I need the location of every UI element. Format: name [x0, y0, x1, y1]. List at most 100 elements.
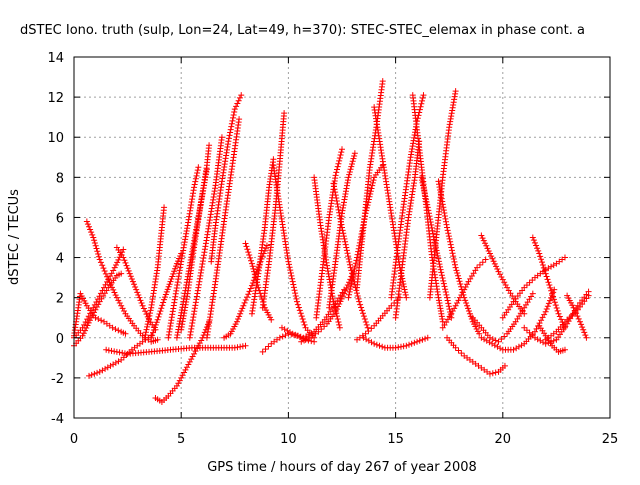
data-point	[462, 283, 469, 290]
data-point	[340, 230, 347, 237]
data-point	[523, 327, 530, 334]
data-point	[262, 346, 269, 353]
data-point	[248, 257, 255, 264]
data-point	[286, 261, 293, 268]
data-point	[162, 291, 169, 298]
data-point	[161, 294, 168, 301]
data-point	[265, 343, 272, 350]
data-point	[354, 292, 361, 299]
data-point	[441, 210, 448, 217]
data-point	[437, 263, 444, 270]
data-point	[127, 273, 134, 280]
data-point	[88, 371, 95, 378]
data-point	[546, 297, 553, 304]
data-point	[419, 95, 426, 102]
data-point	[132, 283, 139, 290]
data-point	[166, 281, 173, 288]
data-point	[175, 380, 182, 387]
data-point	[193, 172, 200, 179]
data-point	[339, 224, 345, 231]
data-point	[263, 242, 270, 249]
data-point	[336, 300, 343, 307]
data-point	[455, 297, 462, 304]
data-point	[345, 255, 352, 262]
data-point	[566, 314, 573, 321]
data-point	[300, 318, 307, 325]
data-point	[450, 253, 457, 260]
data-point	[301, 321, 308, 328]
data-point	[121, 257, 128, 264]
data-point	[282, 332, 289, 339]
data-point	[352, 263, 359, 270]
data-point	[91, 240, 98, 247]
series-25	[313, 146, 345, 321]
data-point	[188, 325, 195, 332]
data-point	[533, 242, 540, 249]
data-point	[543, 273, 550, 280]
data-point	[558, 316, 565, 323]
data-point	[547, 284, 554, 291]
data-point	[575, 315, 582, 322]
data-point	[492, 369, 499, 376]
data-point	[187, 328, 194, 335]
axis-ticks: 0 5 10 15 20 25 -4 -2 0 2 4 6 8 10 12 14	[47, 51, 618, 447]
data-point	[192, 348, 199, 355]
data-point	[574, 313, 581, 320]
data-point	[95, 316, 102, 323]
data-point	[79, 332, 86, 339]
data-point	[548, 287, 555, 294]
data-point	[228, 123, 235, 130]
data-point	[235, 97, 242, 104]
data-point	[342, 287, 349, 294]
series-50	[564, 292, 590, 341]
data-point	[297, 310, 304, 317]
x-tick-label: 0	[70, 432, 78, 447]
data-point	[172, 263, 179, 270]
data-point	[101, 268, 108, 275]
data-point	[202, 240, 209, 247]
data-point	[94, 369, 101, 376]
data-point	[440, 204, 447, 211]
data-point	[295, 332, 302, 339]
data-point	[251, 271, 258, 278]
y-tick-label: 10	[47, 131, 64, 146]
data-point	[543, 305, 550, 312]
data-point	[445, 300, 452, 307]
data-point	[541, 267, 548, 274]
data-point	[248, 260, 255, 267]
data-point	[354, 254, 361, 261]
data-point	[246, 251, 253, 258]
data-point	[83, 218, 90, 225]
data-point	[556, 313, 563, 320]
data-point	[376, 342, 383, 349]
data-point	[227, 126, 234, 133]
data-point	[200, 255, 207, 262]
data-point	[115, 256, 122, 263]
data-point	[335, 303, 342, 310]
data-point	[521, 284, 528, 291]
data-point	[301, 337, 308, 344]
data-point	[118, 270, 125, 277]
data-point	[248, 282, 255, 289]
series-15	[203, 116, 243, 341]
data-point	[422, 335, 429, 342]
data-point	[493, 263, 500, 270]
data-point	[135, 291, 142, 298]
data-point	[337, 298, 344, 305]
data-point	[183, 364, 190, 371]
data-point	[492, 337, 499, 344]
data-point	[523, 282, 530, 289]
data-point	[170, 270, 177, 277]
y-axis-label: dSTEC / TECUs	[7, 189, 22, 285]
data-point	[573, 310, 580, 317]
data-point	[435, 258, 442, 265]
data-point	[401, 286, 408, 293]
data-point	[234, 344, 241, 351]
data-point	[142, 308, 149, 315]
data-point	[479, 259, 486, 266]
data-point	[484, 245, 491, 252]
data-point	[435, 178, 442, 185]
data-point	[448, 310, 455, 317]
data-point	[437, 186, 444, 193]
